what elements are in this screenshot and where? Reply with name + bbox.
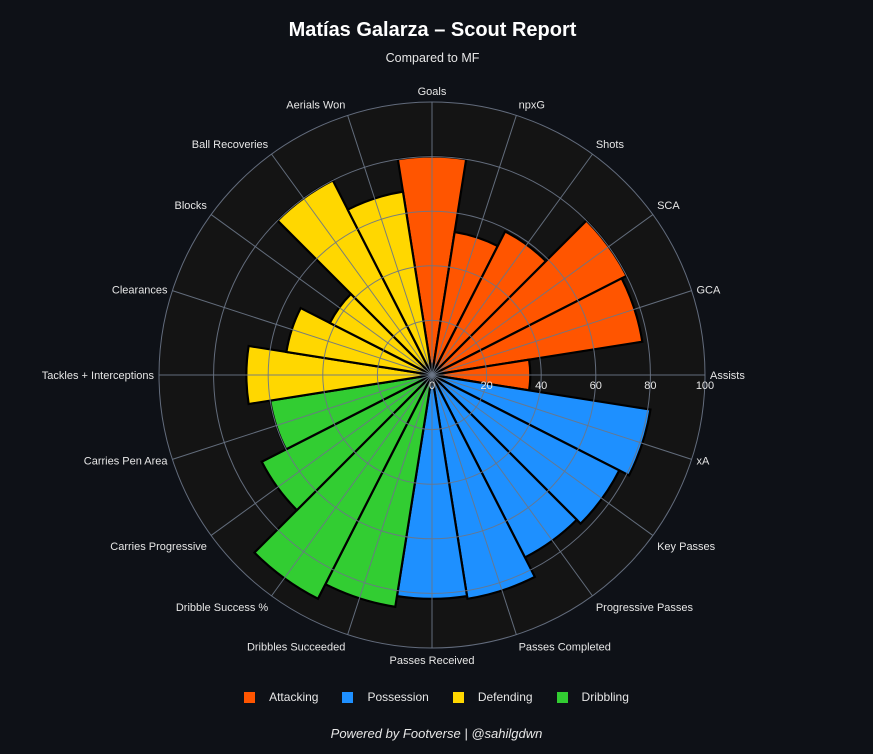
category-label: Carries Progressive <box>110 541 207 553</box>
radial-tick: 0 <box>429 380 435 392</box>
category-label: Passes Received <box>390 655 475 667</box>
category-label: Dribbles Succeeded <box>247 641 345 653</box>
chart-subtitle: Compared to MF <box>385 51 480 65</box>
legend-item-possession[interactable]: Possession <box>342 690 429 704</box>
category-label: Dribble Success % <box>176 602 269 614</box>
category-label: Shots <box>596 139 625 151</box>
footer-credit: Powered by Footverse | @sahilgdwn <box>330 726 543 741</box>
radial-tick: 20 <box>480 380 492 392</box>
legend-item-dribbling[interactable]: Dribbling <box>556 690 629 704</box>
category-label: Tackles + Interceptions <box>42 370 155 382</box>
radial-tick-labels: 0 20 40 60 80 100 <box>429 380 714 392</box>
category-label: Clearances <box>112 284 168 296</box>
category-label: npxG <box>519 100 545 112</box>
legend-label: Defending <box>477 690 533 704</box>
chart-title: Matías Galarza – Scout Report <box>288 19 577 41</box>
category-label: Ball Recoveries <box>192 139 269 151</box>
legend-label: Possession <box>367 690 429 704</box>
category-label: Blocks <box>174 200 207 212</box>
category-label: Carries Pen Area <box>84 456 169 468</box>
polar-grid <box>158 101 706 649</box>
legend-swatch-possession <box>342 691 354 703</box>
category-label: Key Passes <box>657 541 716 553</box>
legend-label: Dribbling <box>581 690 629 704</box>
radial-tick: 100 <box>696 380 714 392</box>
category-label: Passes Completed <box>519 641 611 653</box>
legend-swatch-dribbling <box>556 691 568 703</box>
radial-tick: 60 <box>590 380 602 392</box>
legend-item-defending[interactable]: Defending <box>452 690 533 704</box>
radial-tick: 40 <box>535 380 547 392</box>
category-label: Goals <box>418 86 447 98</box>
category-label: xA <box>696 456 710 468</box>
category-label: Aerials Won <box>286 100 345 112</box>
category-label: Assists <box>710 370 745 382</box>
legend-swatch-defending <box>452 691 464 703</box>
legend-item-attacking[interactable]: Attacking <box>244 690 318 704</box>
category-labels: Goals npxG Shots SCA GCA Assists xA Key Passes P… <box>42 86 746 667</box>
category-label: SCA <box>657 200 680 212</box>
radial-tick: 80 <box>644 380 656 392</box>
category-label: GCA <box>696 284 721 296</box>
legend-swatch-attacking <box>244 691 256 703</box>
legend-label: Attacking <box>269 690 319 704</box>
category-label: Progressive Passes <box>596 602 694 614</box>
legend: Attacking Possession Defending Dribbling <box>0 690 873 704</box>
